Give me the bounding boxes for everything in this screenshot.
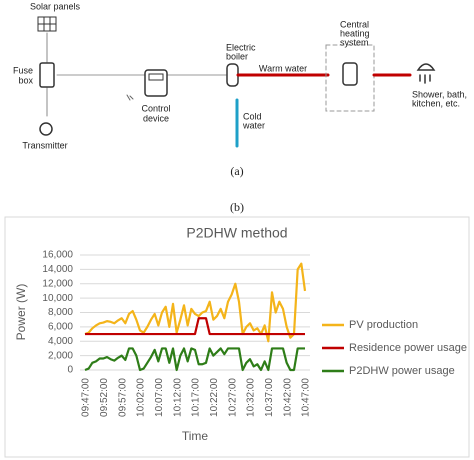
- y-tick-label: 0: [67, 365, 73, 376]
- y-tick-label: 2,000: [48, 350, 73, 361]
- boiler-icon: [226, 63, 239, 87]
- x-tick-label: 10:12:00: [172, 378, 183, 417]
- label: water: [242, 120, 265, 130]
- x-tick-label: 09:47:00: [81, 378, 92, 417]
- signal-icon: [126, 94, 134, 101]
- label: Electric: [226, 42, 256, 52]
- chart-title: P2DHW method: [186, 225, 287, 241]
- label: Transmitter: [22, 140, 67, 150]
- caption: (a): [230, 164, 243, 178]
- legend-label: P2DHW power usage: [349, 365, 455, 377]
- legend-label: Residence power usage: [349, 342, 467, 354]
- transmitter-icon: [39, 122, 53, 136]
- x-tick-label: 10:42:00: [282, 378, 293, 417]
- y-tick-label: 8,000: [48, 307, 73, 318]
- heater-icon: [342, 62, 358, 86]
- x-tick-label: 10:22:00: [209, 378, 220, 417]
- label: Central: [340, 19, 369, 29]
- series-line: [84, 347, 305, 372]
- y-tick-label: 6,000: [48, 322, 73, 333]
- series-line: [84, 262, 307, 343]
- label: Warm water: [259, 63, 307, 73]
- x-tick-label: 10:37:00: [264, 378, 275, 417]
- control-screen: [148, 73, 164, 81]
- chart: P2DHW method Power (W) Time 0 2,000 4,000 6…: [14, 225, 467, 443]
- heating-box: [325, 44, 375, 112]
- chart-frame: [4, 216, 470, 458]
- x-tick-label: 10:02:00: [136, 378, 147, 417]
- x-tick-label: 10:07:00: [154, 378, 165, 417]
- y-tick-label: 10,000: [42, 293, 73, 304]
- diagram: Solar panels Fuse box Transmitter Contro…: [13, 1, 467, 177]
- control-icon: [144, 69, 168, 97]
- solar-icon-grid: [37, 16, 57, 32]
- label: Cold: [243, 111, 262, 121]
- x-axis-label: Time: [182, 429, 209, 443]
- fuse-icon: [39, 62, 55, 88]
- x-tick-label: 09:52:00: [99, 378, 110, 417]
- label: device: [143, 113, 169, 123]
- label: Shower, bath,: [412, 89, 467, 99]
- x-tick-label: 10:47:00: [301, 378, 312, 417]
- label: Fuse: [13, 65, 33, 75]
- label: box: [18, 75, 33, 85]
- x-tick-label: 10:27:00: [227, 378, 238, 417]
- y-tick-label: 14,000: [42, 264, 73, 275]
- y-tick-label: 16,000: [42, 250, 73, 261]
- label: Control: [141, 103, 170, 113]
- label: Solar panels: [30, 1, 81, 11]
- caption: (b): [230, 200, 244, 214]
- label: heating: [340, 28, 370, 38]
- x-tick-label: 10:32:00: [246, 378, 257, 417]
- label: system: [340, 37, 369, 47]
- x-tick-label: 10:17:00: [191, 378, 202, 417]
- label: boiler: [226, 51, 248, 61]
- y-tick-label: 12,000: [42, 278, 73, 289]
- y-axis-label: Power (W): [14, 284, 28, 341]
- shower-icon: [416, 63, 436, 84]
- y-tick-label: 4,000: [48, 336, 73, 347]
- legend-label: PV production: [349, 319, 418, 331]
- series-line: [85, 317, 305, 336]
- label: kitchen, etc.: [412, 98, 460, 108]
- x-tick-label: 09:57:00: [117, 378, 128, 417]
